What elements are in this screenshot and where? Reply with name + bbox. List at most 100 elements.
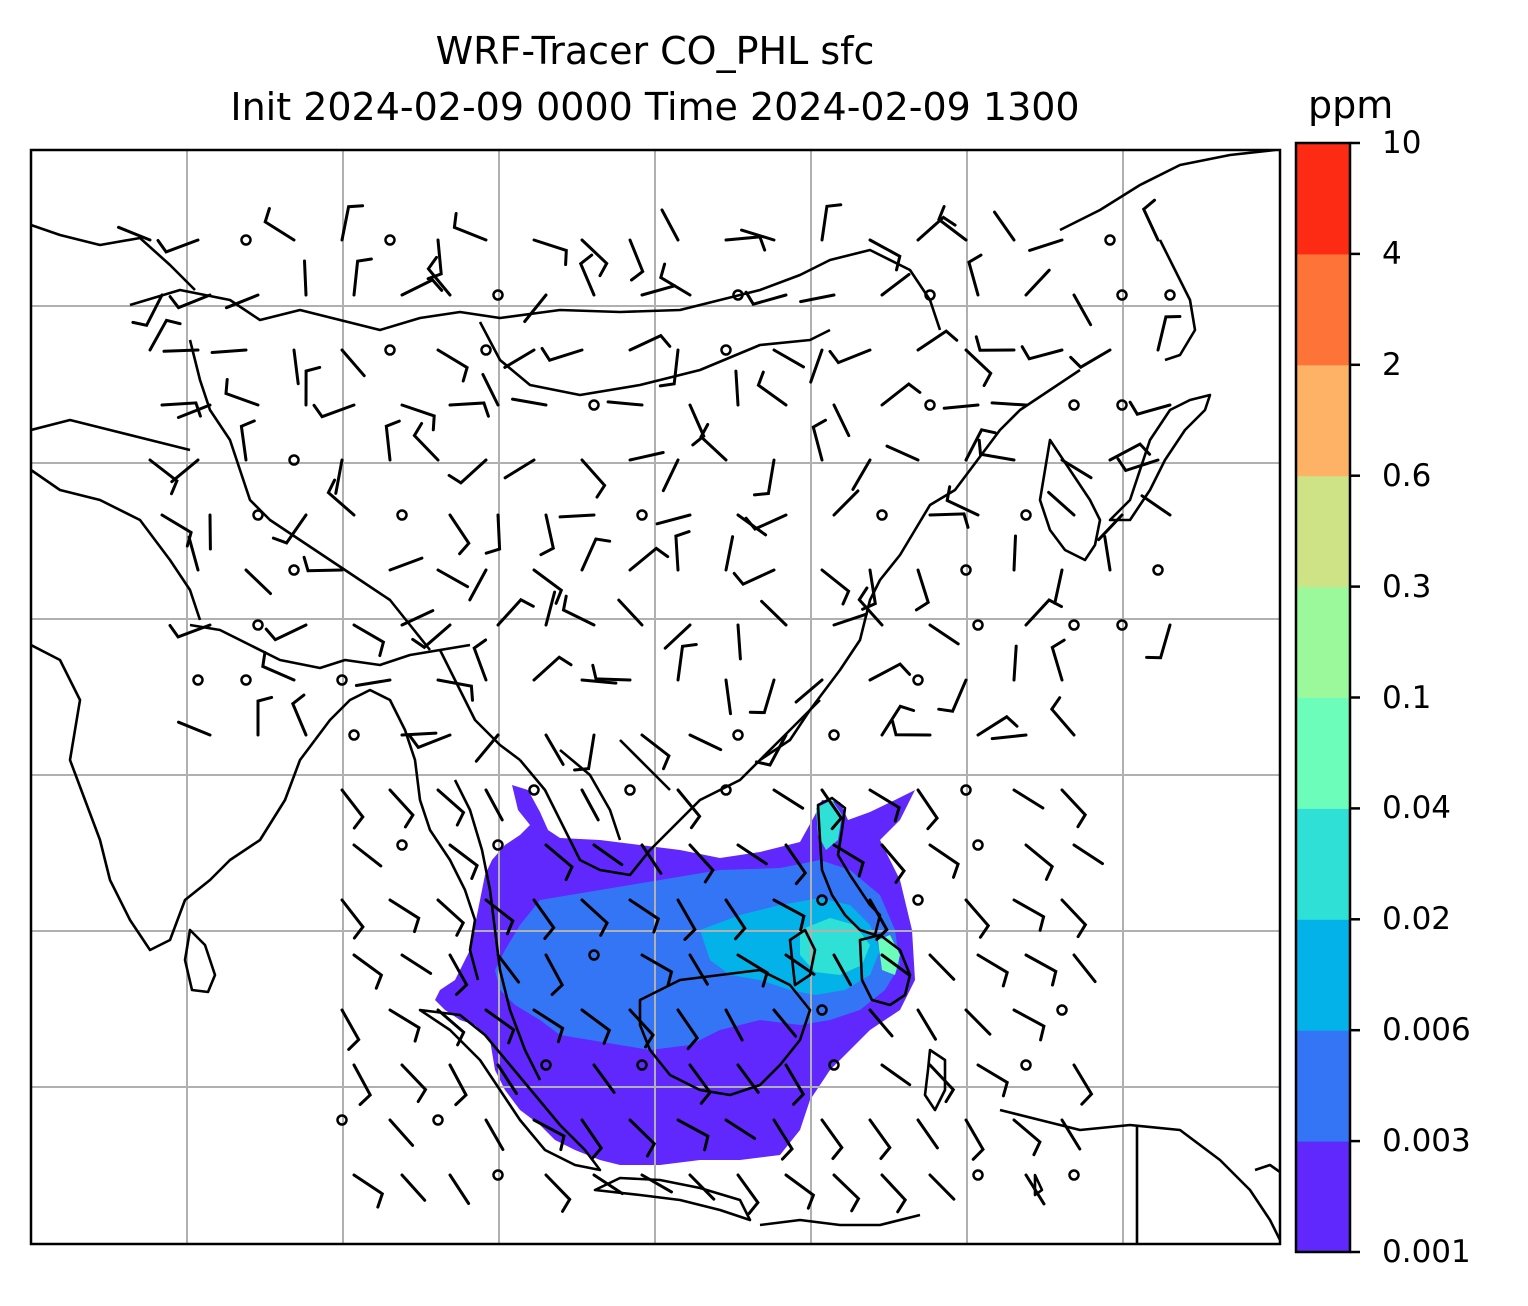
wind-barb [256,695,274,737]
calm-wind-circle [960,564,972,576]
wind-barb [176,403,212,419]
colorbar-segment [1296,143,1350,255]
wind-barb [352,953,384,990]
wind-barb [1012,1008,1046,1042]
wind-barb [1156,315,1182,352]
wind-barb [210,348,248,354]
wind-barb [1012,644,1018,682]
wind-barb [580,1118,604,1161]
wind-barb [340,204,365,242]
wind-barb [868,1118,892,1160]
wind-barb [880,953,911,977]
wind-barb [937,678,968,713]
wind-barb [744,513,788,531]
wind-barb [628,546,670,572]
wind-barb [880,1173,908,1214]
wind-barb [592,1063,616,1094]
wind-barb [592,843,624,867]
wind-barb [580,537,612,572]
wind-barb [388,556,424,572]
wind-barb [724,678,732,716]
wind-barb [1069,348,1112,370]
wind-barb [400,278,444,297]
wind-barb [772,1008,798,1038]
wind-barb [880,843,906,884]
wind-barb [117,225,152,242]
wind-barb [928,1173,956,1201]
wind-barb [326,478,356,517]
calm-wind-circle [1020,509,1032,521]
wind-barb [352,843,383,868]
wind-barb [340,788,365,830]
wind-barb [170,458,200,484]
wind-barb [688,1063,712,1105]
wind-barb [484,1118,505,1151]
calm-wind-circle [1116,399,1128,411]
wind-barb [290,693,308,737]
calm-wind-circle [720,784,732,796]
wind-barb [1141,198,1160,242]
calm-wind-circle [828,729,840,741]
wind-barb [880,704,916,737]
wind-barb [271,513,308,545]
wind-barb [532,1118,566,1152]
wind-barb [964,1118,985,1161]
wind-barb [580,238,609,278]
wind-barb [160,513,193,548]
wind-barb [160,401,202,418]
wind-barb [448,843,479,880]
wind-barb [942,403,980,410]
calm-wind-circle [192,674,204,686]
wind-barb [1012,534,1017,572]
wind-barb [784,1063,806,1106]
wind-barb [540,346,584,362]
colorbar-tick-label: 0.02 [1382,901,1452,938]
wind-barb [928,512,970,529]
colorbar-tick-label: 0.6 [1382,457,1432,494]
calm-wind-circle [960,784,972,796]
wind-barb [452,212,488,242]
wind-barb [162,348,200,353]
wind-barb [640,733,671,771]
wind-barb [1072,843,1104,866]
wind-barb [448,401,490,418]
wind-barb [561,594,596,627]
calm-wind-circle [396,839,408,851]
calm-wind-circle [1020,1059,1032,1071]
wind-barb [928,843,960,879]
wind-barb [1116,457,1160,473]
wind-barb [628,1008,655,1049]
wind-barb [532,1008,565,1044]
wind-barb [532,238,568,266]
wind-barb [436,788,466,827]
wind-barb [676,1008,700,1051]
wind-barb [964,348,993,388]
wind-barb [578,253,596,297]
wind-barb [1108,442,1152,462]
map-frame [29,148,1282,1246]
calm-wind-circle [432,1114,444,1126]
wind-barb [820,203,843,242]
wind-barb [261,651,296,682]
calm-wind-circle [384,234,396,246]
wind-barb [1128,400,1172,416]
colorbar-segment [1296,1141,1350,1253]
wind-barb [544,953,565,996]
wind-barb [1097,513,1124,542]
calm-wind-circle [288,564,300,576]
wind-barb [655,513,692,526]
calm-wind-circle [1068,1169,1080,1181]
calm-wind-circle [816,1004,828,1016]
calm-wind-circle [1164,289,1176,301]
wind-barb [676,898,697,941]
wind-barb [606,400,644,407]
wind-barb [820,788,844,831]
wind-barb [658,348,680,388]
wind-barb [239,419,256,462]
calm-wind-circle [912,894,924,906]
wind-barb [740,228,776,242]
wind-barb [400,403,436,432]
wind-barb [472,638,488,682]
wind-barb [591,663,632,682]
